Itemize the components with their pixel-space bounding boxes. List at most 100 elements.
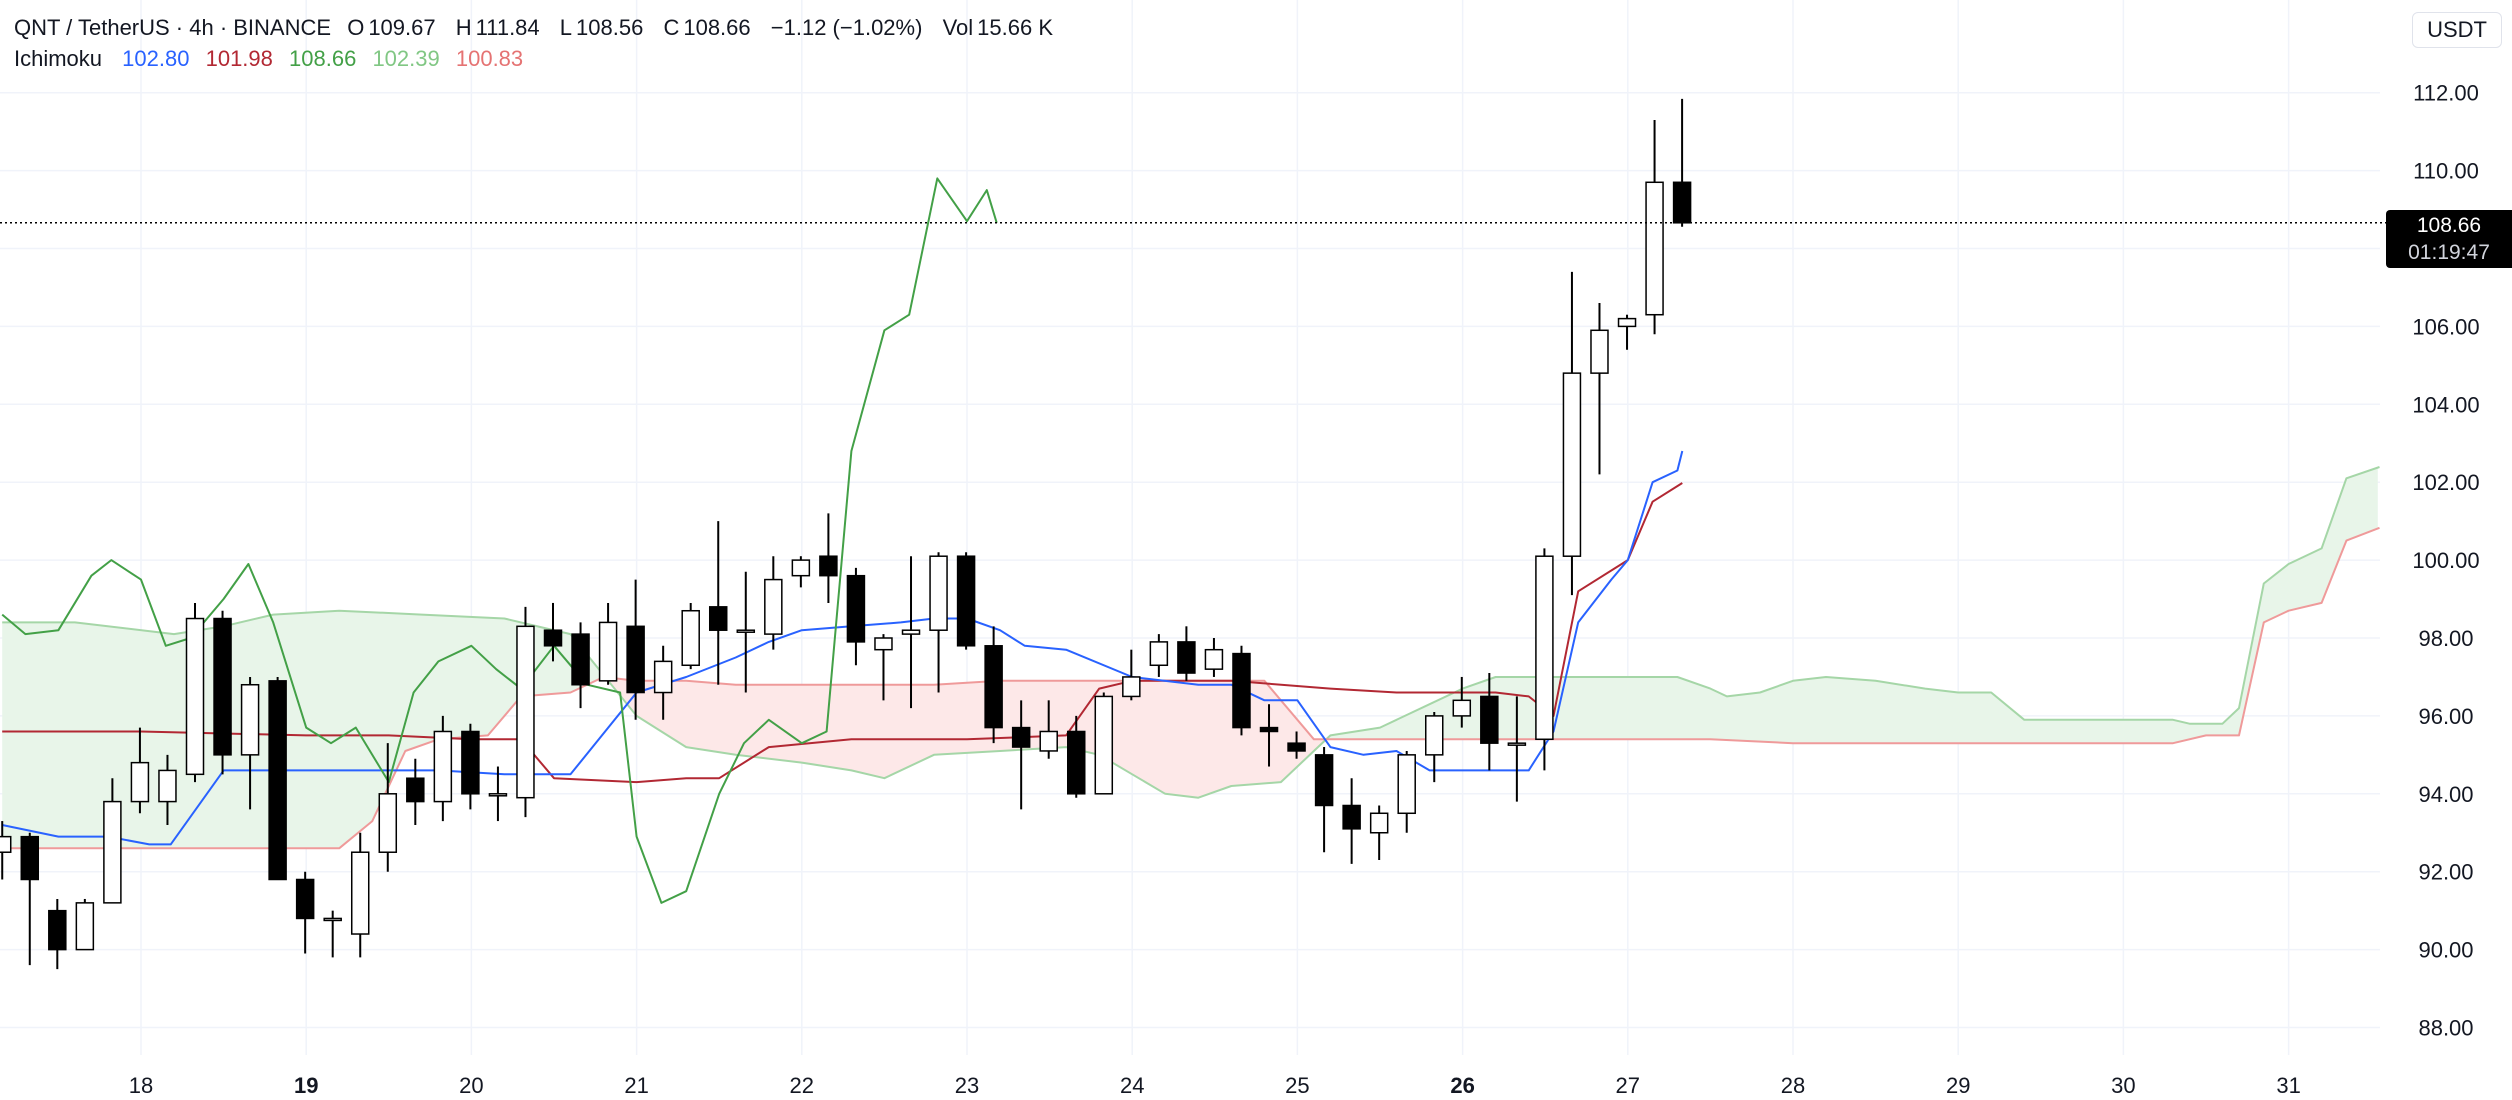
candle: [736, 571, 756, 693]
currency-button[interactable]: USDT: [2412, 12, 2502, 48]
base-line-value: 101.98: [205, 46, 273, 71]
candle: [406, 758, 425, 825]
last-price-badge: 108.66 01:19:47: [2386, 210, 2512, 268]
x-tick-label: 25: [1285, 1073, 1309, 1098]
cloud-bearish: [606, 677, 1324, 798]
candle-body: [1369, 812, 1389, 834]
candle: [20, 832, 40, 966]
candle: [819, 513, 838, 603]
candle-body: [984, 645, 1003, 729]
candle: [1645, 119, 1664, 335]
candle: [295, 871, 315, 954]
candle: [378, 743, 398, 872]
open-key: O: [347, 15, 365, 40]
candle: [48, 898, 67, 970]
x-tick-label: 28: [1781, 1073, 1805, 1098]
indicator-name[interactable]: Ichimoku: [14, 46, 103, 71]
candle: [1232, 645, 1251, 736]
y-tick-label: 106.00: [2412, 314, 2479, 339]
x-tick-label: 30: [2111, 1073, 2135, 1098]
candle-body: [1535, 555, 1554, 741]
candle-body: [1672, 181, 1692, 224]
y-tick-label: 110.00: [2413, 159, 2479, 184]
candle: [1507, 696, 1527, 802]
candle: [626, 579, 645, 720]
candle: [1204, 638, 1224, 677]
candle-body: [736, 629, 756, 633]
symbol-label[interactable]: QNT / TetherUS · 4h · BINANCE: [14, 15, 332, 40]
high-value: 111.84: [475, 15, 540, 40]
candle: [653, 645, 673, 720]
candle: [488, 766, 508, 822]
candle: [1672, 98, 1692, 227]
candle: [213, 610, 232, 775]
candle-body: [901, 629, 921, 635]
candle: [874, 634, 893, 701]
candle: [543, 602, 563, 662]
candle: [1617, 314, 1637, 350]
candle-body: [1011, 726, 1031, 748]
candle-body: [929, 555, 948, 631]
volume-key: Vol: [942, 15, 974, 40]
close-key: C: [663, 15, 680, 40]
candle-body: [708, 606, 728, 631]
x-tick-label: 18: [129, 1073, 153, 1098]
candle-body: [213, 617, 232, 756]
candle: [75, 898, 95, 951]
candle: [323, 910, 342, 958]
candle-body: [874, 637, 893, 651]
candle-body: [1094, 695, 1114, 795]
candle-body: [0, 835, 12, 853]
candle: [571, 622, 590, 709]
candle-body: [764, 578, 783, 635]
y-tick-label: 88.00: [2418, 1016, 2473, 1041]
candle: [0, 821, 12, 880]
candle-body: [598, 621, 618, 682]
x-tick-label: 29: [1946, 1073, 1970, 1098]
candle: [1122, 649, 1141, 701]
candle: [1066, 715, 1086, 798]
candle: [846, 567, 866, 666]
candle-body: [1177, 641, 1196, 674]
y-tick-label: 96.00: [2418, 704, 2473, 729]
candle-body: [1314, 754, 1334, 807]
candle: [956, 552, 976, 650]
lagging-span-value: 108.66: [289, 46, 357, 71]
candle-body: [956, 555, 976, 647]
x-tick-label: 19: [294, 1073, 318, 1098]
candle-body: [791, 559, 811, 577]
low-key: L: [559, 15, 573, 40]
candle: [240, 676, 260, 810]
candle: [984, 626, 1003, 744]
y-axis: 88.00 90.00 92.00 94.00 96.00 98.00 100.00 102.…: [2412, 81, 2479, 1041]
volume-value: 15.66 K: [977, 15, 1053, 40]
candle: [929, 552, 948, 693]
candle: [1369, 805, 1389, 861]
candle: [1535, 548, 1554, 771]
lagging-span: [1, 177, 998, 904]
candle-body: [543, 629, 563, 647]
x-tick-label: 23: [955, 1073, 979, 1098]
y-tick-label: 92.00: [2418, 860, 2473, 885]
candle-body: [1149, 641, 1169, 667]
candle-body: [1259, 726, 1279, 733]
candle-body: [268, 680, 287, 881]
x-tick-label: 26: [1450, 1073, 1474, 1098]
candle-body: [488, 793, 508, 797]
candle-body: [20, 835, 40, 881]
candle: [1342, 778, 1361, 864]
y-tick-label: 102.00: [2412, 470, 2479, 495]
high-key: H: [455, 15, 472, 40]
conversion-line-value: 102.80: [122, 46, 190, 71]
y-tick-label: 94.00: [2418, 782, 2473, 807]
candle-body: [1507, 742, 1527, 746]
open-value: 109.67: [368, 15, 436, 40]
candle-body: [571, 633, 590, 686]
candle-body: [819, 555, 838, 577]
candle-body: [1287, 742, 1306, 752]
leading-span-a-value: 102.39: [372, 46, 440, 71]
candle-body: [1480, 695, 1499, 744]
candle-body: [846, 574, 866, 643]
